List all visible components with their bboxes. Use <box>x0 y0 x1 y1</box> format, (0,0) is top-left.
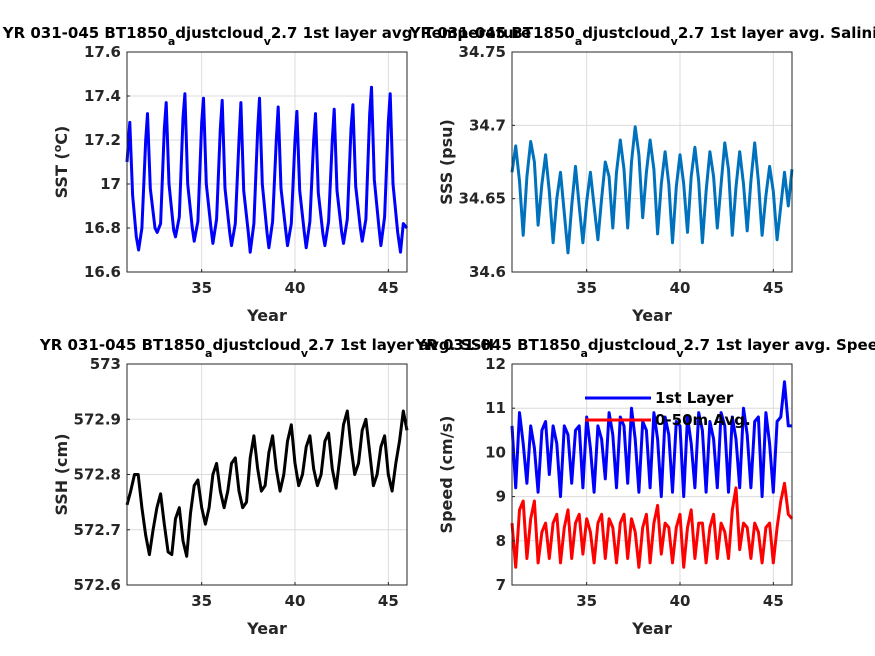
sst-ytick-label: 17.4 <box>84 87 121 105</box>
sst-xtick-label: 40 <box>285 279 306 297</box>
ssh-ylabel: SSH (cm) <box>52 433 71 515</box>
panel-ssh: 35 40 45 572.6 572.7 572.8 572.9 573 Year SSH (cm… <box>39 336 494 638</box>
sss-ylabel: SSS (psu) <box>437 119 456 205</box>
speed-xlabel: Year <box>631 619 672 638</box>
speed-legend-label-0: 1st Layer <box>655 389 734 407</box>
sss-ytick-label: 34.6 <box>469 263 506 281</box>
speed-xtick-label: 35 <box>576 592 597 610</box>
speed-ytick-label: 9 <box>496 488 506 506</box>
sst-ytick-label: 17.6 <box>84 43 121 61</box>
speed-series-line-0 <box>510 380 792 499</box>
sst-xtick-label: 35 <box>191 279 212 297</box>
speed-title: YR 031-045 BT1850adjustcloudv2.7 1st lay… <box>414 336 875 360</box>
ssh-ytick-label: 572.8 <box>74 466 121 484</box>
ssh-xtick-label: 40 <box>285 592 306 610</box>
speed-legend-label-1: 0-50m Avg. <box>655 411 751 429</box>
speed-axes-frame <box>511 363 793 586</box>
sst-series-line-0 <box>125 85 409 254</box>
sst-axes-frame <box>126 51 408 273</box>
ssh-xtick-label: 45 <box>378 592 399 610</box>
sss-ytick-label: 34.65 <box>459 190 506 208</box>
speed-ylabel: Speed (cm/s) <box>437 416 456 534</box>
sss-ytick-label: 34.75 <box>459 43 506 61</box>
speed-series-line-1 <box>510 481 794 569</box>
sst-ytick-label: 16.8 <box>84 219 121 237</box>
ssh-ytick-label: 572.7 <box>74 521 121 539</box>
ssh-xlabel: Year <box>246 619 287 638</box>
ssh-ytick-label: 573 <box>90 355 121 373</box>
sss-xtick-label: 45 <box>763 279 784 297</box>
panels: 35 40 45 16.6 16.8 17 17.2 17.4 17.6 Year SST (oC)… <box>2 24 875 638</box>
sst-ytick-label: 17.2 <box>84 131 121 149</box>
sst-title: YR 031-045 BT1850adjustcloudv2.7 1st lay… <box>2 24 532 48</box>
sss-title: YR 031-045 BT1850adjustcloudv2.7 1st lay… <box>409 24 875 48</box>
sss-xlabel: Year <box>631 306 672 325</box>
speed-ytick-label: 7 <box>496 576 506 594</box>
sst-ylabel: SST (oC) <box>51 126 72 199</box>
speed-xtick-label: 45 <box>763 592 784 610</box>
speed-xtick-label: 40 <box>670 592 691 610</box>
sss-series-line-0 <box>510 125 794 255</box>
sst-ytick-label: 17 <box>100 175 121 193</box>
sss-xtick-label: 35 <box>576 279 597 297</box>
speed-ytick-label: 8 <box>496 532 506 550</box>
ssh-series-line-0 <box>125 409 409 558</box>
ssh-ytick-label: 572.9 <box>74 410 121 428</box>
panel-sst: 35 40 45 16.6 16.8 17 17.2 17.4 17.6 Year SST (oC)… <box>2 24 532 325</box>
ssh-xtick-label: 35 <box>191 592 212 610</box>
sss-axes-frame <box>511 51 793 273</box>
sst-xlabel: Year <box>246 306 287 325</box>
panel-sss: 35 40 45 34.6 34.65 34.7 34.75 Year SSS (psu) YR … <box>409 24 875 325</box>
speed-ytick-label: 12 <box>485 355 506 373</box>
speed-ytick-label: 10 <box>485 443 506 461</box>
sss-xtick-label: 40 <box>670 279 691 297</box>
ssh-ytick-label: 572.6 <box>74 576 121 594</box>
sst-xtick-label: 45 <box>378 279 399 297</box>
ssh-title: YR 031-045 BT1850adjustcloudv2.7 1st lay… <box>39 336 494 360</box>
sst-ytick-label: 16.6 <box>84 263 121 281</box>
panel-speed: 35 40 45 7 8 9 10 11 12 Year Speed (cm/s) YR 031-04… <box>414 336 875 638</box>
sss-ytick-label: 34.7 <box>469 116 506 134</box>
speed-ytick-label: 11 <box>485 399 506 417</box>
